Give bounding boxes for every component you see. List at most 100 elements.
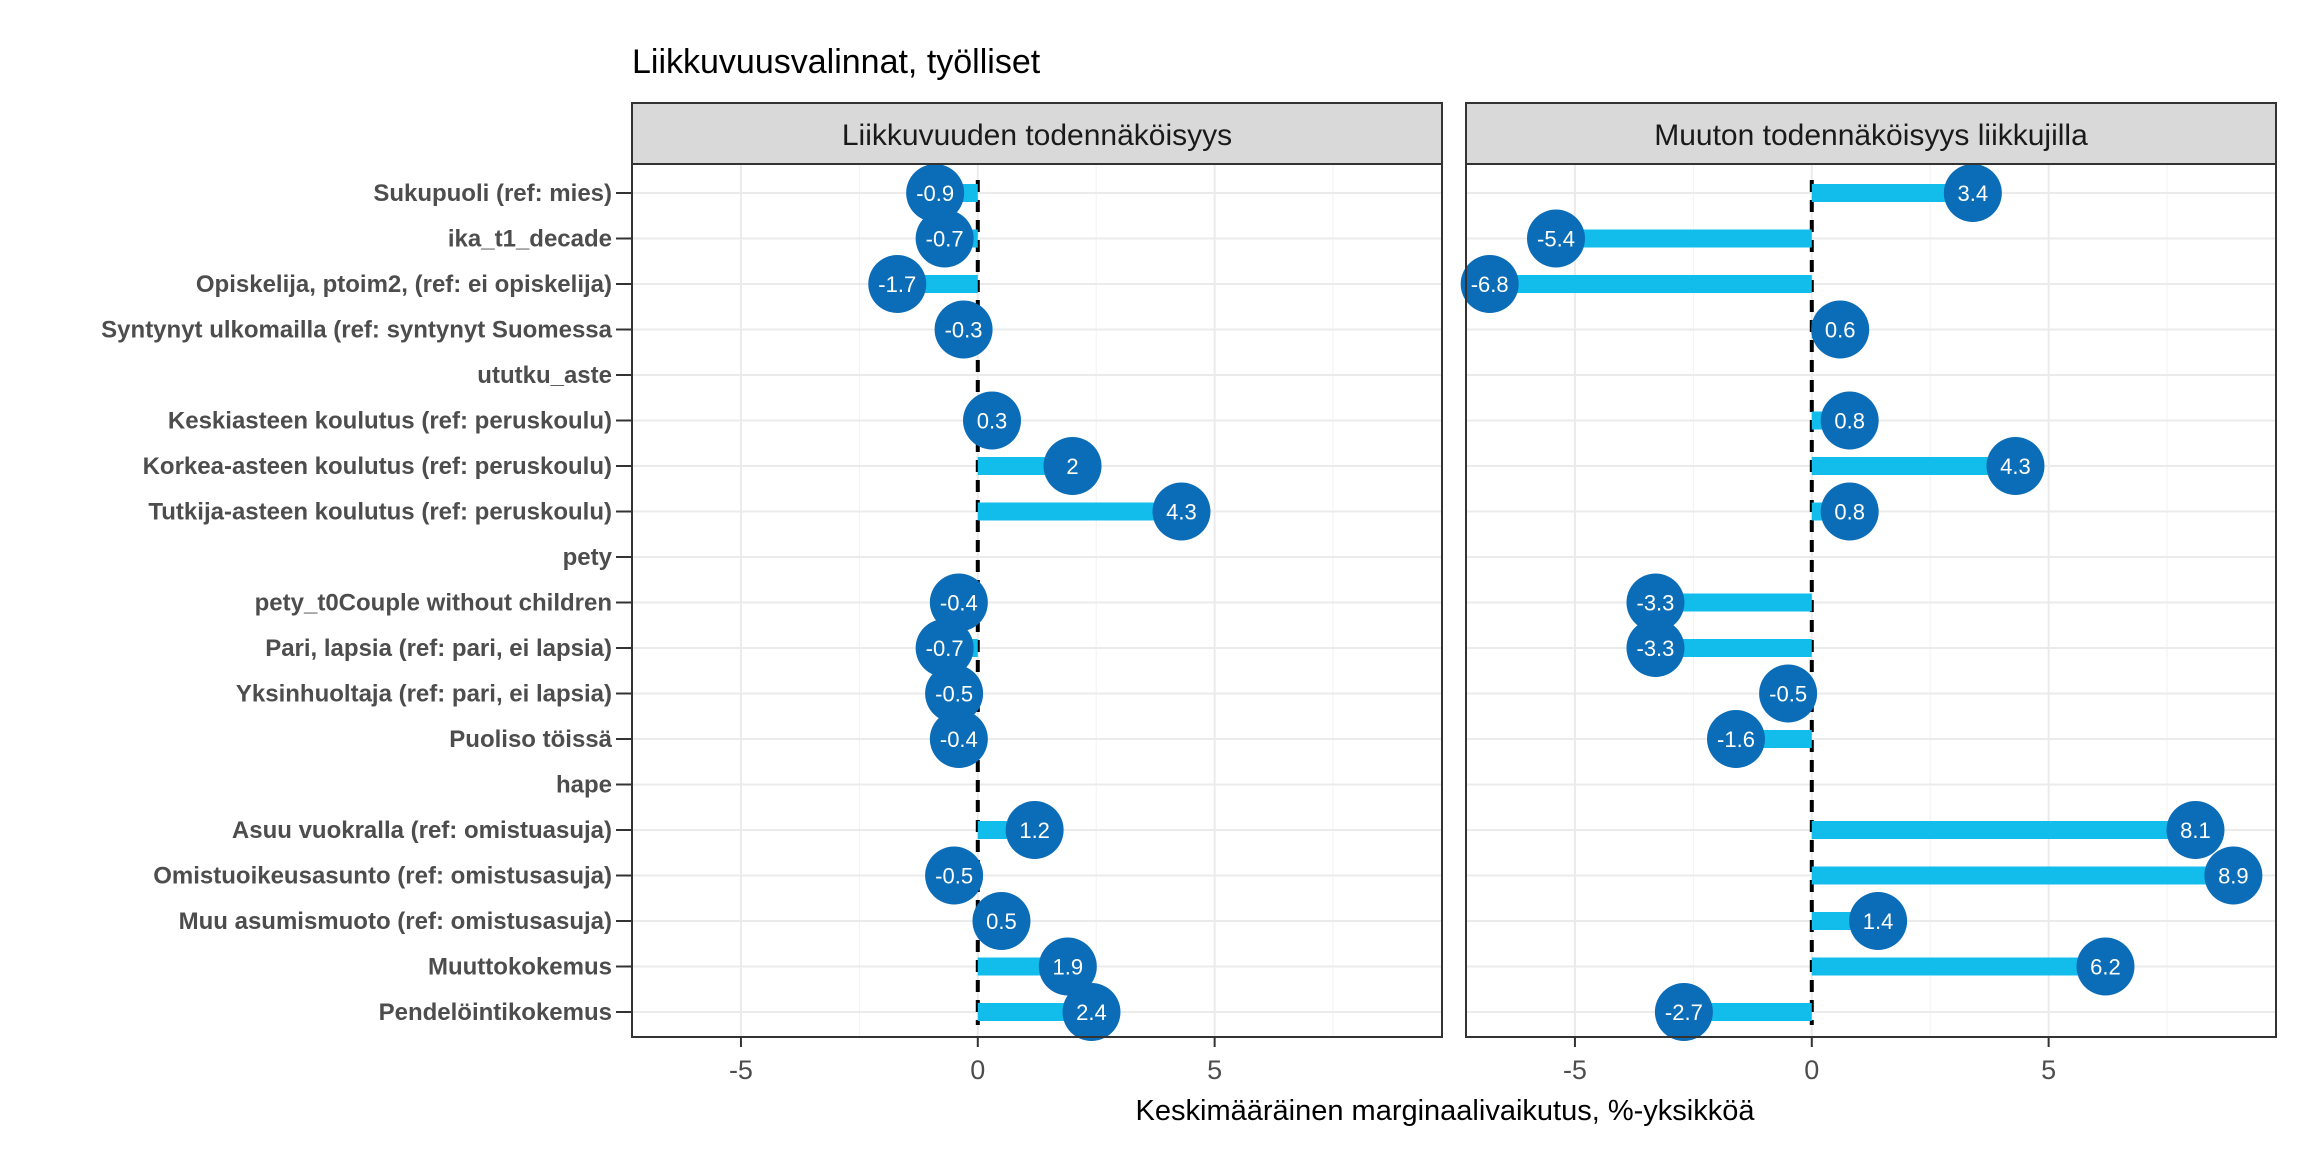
effect-point — [1811, 300, 1870, 359]
category-label: Keskiasteen koulutus (ref: peruskoulu) — [168, 408, 612, 435]
panels-layer: Liikkuvuuden todennäköisyys -0.9 -0.7 -1.7 -… — [631, 102, 2277, 1085]
effect-point — [2076, 937, 2135, 996]
category-label: Tutkija-asteen koulutus (ref: peruskoulu… — [148, 499, 612, 526]
effect-point — [1062, 983, 1121, 1041]
effect-value-label: -0.5 — [935, 864, 973, 889]
category-label: Omistuoikeusasunto (ref: omistusasuja) — [153, 863, 612, 890]
x-tick-label: 0 — [1804, 1055, 1819, 1085]
category-label: ika_t1_decade — [448, 226, 612, 253]
x-tick-label: 5 — [2041, 1055, 2056, 1085]
effect-point — [929, 573, 988, 632]
effect-point — [1820, 482, 1879, 541]
effect-point — [906, 164, 965, 222]
effect-value-label: 8.1 — [2180, 818, 2211, 843]
effect-point — [1626, 619, 1685, 677]
effect-value-label: -2.7 — [1665, 1000, 1703, 1025]
effect-point — [868, 255, 927, 313]
category-labels: Sukupuoli (ref: mies) ika_t1_decade Opiske… — [101, 180, 632, 1026]
effect-point — [1654, 983, 1713, 1041]
effect-value-label: -0.7 — [926, 227, 964, 252]
effect-value-label: -5.4 — [1537, 227, 1575, 252]
effect-point — [934, 300, 993, 359]
effect-value-label: 1.2 — [1019, 818, 1050, 843]
effect-point — [972, 892, 1031, 950]
effect-value-label: 2 — [1066, 454, 1078, 479]
effect-bar — [977, 502, 1182, 521]
x-tick-label: -5 — [729, 1055, 753, 1085]
x-tick-label: 0 — [970, 1055, 985, 1085]
x-axis-title: Keskimääräinen marginaalivaikutus, %-yks… — [1136, 1095, 1756, 1127]
effect-bar — [1811, 457, 2016, 475]
effect-bar — [1811, 957, 2106, 976]
effect-point — [1986, 437, 2045, 495]
effect-bar — [1811, 866, 2234, 885]
effect-bar — [1655, 593, 1812, 612]
effect-point — [929, 710, 988, 768]
effect-point — [1527, 209, 1585, 268]
category-label: Syntynyt ulkomailla (ref: syntynyt Suome… — [101, 317, 612, 344]
category-label: hape — [556, 772, 612, 799]
effect-point — [2166, 801, 2225, 859]
effect-value-label: 2.4 — [1076, 1000, 1107, 1025]
facet-strip-label: Muuton todennäköisyys liikkujilla — [1654, 119, 2088, 152]
x-tick-label: -5 — [1563, 1055, 1587, 1085]
effect-value-label: 8.9 — [2218, 864, 2249, 889]
category-label: Pendelöintikokemus — [379, 999, 612, 1026]
effect-point — [1849, 892, 1908, 950]
effect-point — [915, 619, 974, 677]
effect-value-label: 0.3 — [977, 409, 1008, 434]
effect-point — [925, 846, 984, 905]
facet-strip — [1465, 102, 2277, 165]
facet-strip-label: Liikkuvuuden todennäköisyys — [842, 119, 1232, 152]
effect-bar — [1655, 639, 1812, 657]
effect-value-label: -3.3 — [1637, 591, 1675, 616]
plot-background — [1466, 164, 2276, 1037]
effect-point — [1820, 391, 1879, 450]
panel-border — [631, 163, 1443, 1038]
effect-value-label: -6.8 — [1471, 272, 1509, 297]
effect-point — [1943, 164, 2002, 222]
effect-value-label: 0.8 — [1834, 409, 1865, 434]
effect-bar — [1811, 821, 2196, 839]
effect-bar — [1811, 184, 1973, 202]
effect-point — [963, 391, 1021, 450]
effect-value-label: -0.4 — [940, 727, 978, 752]
category-label: Opiskelija, ptoim2, (ref: ei opiskelija) — [196, 271, 612, 298]
effect-value-label: 6.2 — [2090, 955, 2121, 980]
effect-value-label: -3.3 — [1637, 636, 1675, 661]
effect-value-label: 0.6 — [1825, 318, 1856, 343]
category-label: Korkea-asteen koulutus (ref: peruskoulu) — [143, 453, 612, 480]
effect-point — [1460, 255, 1519, 313]
category-label: Sukupuoli (ref: mies) — [373, 180, 612, 207]
effect-value-label: -1.6 — [1717, 727, 1755, 752]
effect-value-label: -1.7 — [878, 272, 916, 297]
effect-value-label: -0.5 — [935, 682, 973, 707]
effect-value-label: -0.9 — [916, 181, 954, 206]
effect-point — [1707, 710, 1765, 768]
effect-value-label: 0.8 — [1834, 500, 1865, 525]
effect-point — [1152, 482, 1211, 541]
effect-value-label: 4.3 — [1166, 500, 1197, 525]
category-label: Pari, lapsia (ref: pari, ei lapsia) — [265, 635, 612, 662]
effect-value-label: -0.3 — [945, 318, 983, 343]
effect-bar — [1489, 275, 1812, 293]
category-label: Yksinhuoltaja (ref: pari, ei lapsia) — [236, 681, 612, 708]
chart-title: Liikkuvuusvalinnat, työlliset — [632, 43, 1041, 81]
effect-point — [1043, 437, 1102, 495]
category-label: Muu asumismuoto (ref: omistusasuja) — [179, 908, 612, 935]
panel-border — [1465, 163, 2277, 1038]
category-label: Puoliso töissä — [449, 726, 612, 753]
category-label: Muuttokokemus — [428, 954, 612, 981]
effect-value-label: -0.4 — [940, 591, 978, 616]
effect-value-label: 3.4 — [1958, 181, 1989, 206]
facet-strip — [631, 102, 1443, 165]
effect-value-label: 4.3 — [2000, 454, 2031, 479]
effect-value-label: 1.9 — [1052, 955, 1083, 980]
effect-point — [1005, 801, 1064, 859]
category-label: Asuu vuokralla (ref: omistuasuja) — [232, 817, 612, 844]
effect-point — [915, 209, 974, 268]
effect-value-label: -0.5 — [1769, 682, 1807, 707]
category-label: pety_t0Couple without children — [255, 590, 612, 617]
effect-point — [1038, 937, 1097, 996]
